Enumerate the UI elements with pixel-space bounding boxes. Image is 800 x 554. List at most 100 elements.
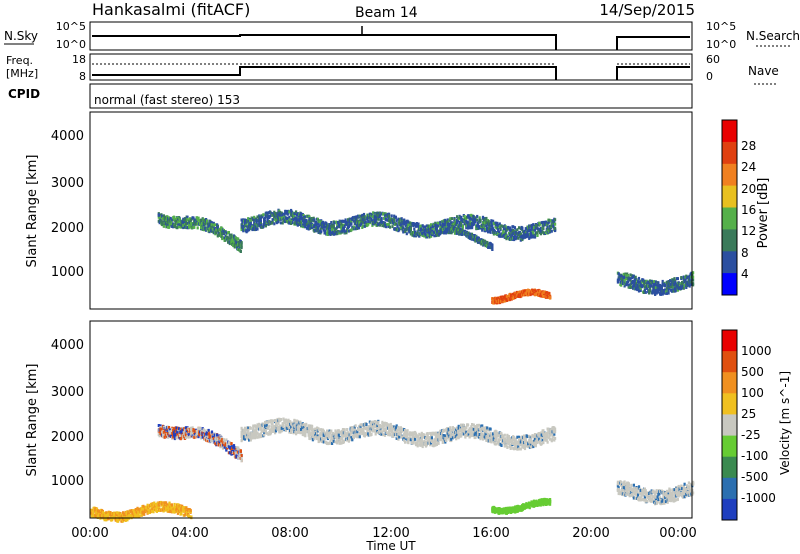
- vel-data-cell-680: [284, 420, 287, 424]
- power-cbar-swatch-1: [722, 141, 737, 165]
- vel-data-cell-358: [222, 438, 225, 442]
- vel-data-cell-991: [341, 434, 345, 438]
- power-data-cell-292: [212, 223, 215, 227]
- power-cbar-swatch-7: [722, 273, 737, 296]
- power-data-cell-3126: [692, 282, 695, 286]
- power-ytick-2000: 2000: [51, 221, 84, 236]
- vel-data-cell-1701: [477, 423, 480, 427]
- power-data-cell-2765: [626, 282, 629, 286]
- power-data-cell-704: [288, 215, 291, 219]
- vel-data-cell-1015: [347, 434, 350, 438]
- power-data-cell-291: [212, 221, 215, 225]
- power-data-cell-994: [340, 222, 343, 225]
- power-data-cell-1146: [368, 216, 371, 220]
- power-data-cell-2841: [639, 289, 642, 292]
- nsky-tick-top: 10^5: [56, 20, 86, 33]
- power-data-cell-283: [210, 223, 214, 227]
- power-data-cell-1499: [436, 221, 439, 225]
- power-data-cell-1715: [475, 226, 478, 230]
- power-data-cell-1970: [522, 234, 525, 237]
- power-data-cell-1250: [388, 214, 391, 218]
- vel-data-cell-469: [243, 435, 246, 439]
- vel-data-cell-751: [296, 425, 299, 429]
- power-data-cell-574: [264, 220, 267, 223]
- vel-data-cell-1397: [420, 437, 423, 441]
- vel-data-cell-700: [288, 427, 291, 431]
- vel-data-cell-579: [263, 429, 266, 433]
- vel-data-cell-888: [322, 440, 325, 444]
- power-data-cell-713: [290, 222, 293, 225]
- vel-data-cell-738: [295, 432, 298, 436]
- vel-data-cell-644: [276, 425, 279, 429]
- power-data-cell-916: [326, 223, 329, 227]
- power-data-cell-1647: [463, 222, 466, 226]
- vel-data-cell-1560: [450, 428, 454, 432]
- power-data-cell-785: [302, 214, 305, 217]
- power-data-cell-1176: [374, 218, 377, 222]
- power-data-cell-3000: [667, 291, 670, 295]
- power-data-cell-2659: [538, 289, 541, 293]
- power-data-cell-455: [241, 220, 244, 224]
- vel-data-cell-89: [173, 437, 176, 441]
- power-data-cell-1796: [489, 230, 492, 234]
- power-data-cell-771: [300, 212, 303, 216]
- velocity-scatter: [90, 417, 695, 523]
- power-data-cell-946: [331, 228, 334, 232]
- power-data-cell-1046: [350, 222, 353, 225]
- power-data-cell-2495: [509, 298, 512, 302]
- vel-data-cell-308: [213, 439, 216, 443]
- power-data-cell-1953: [519, 233, 522, 237]
- freq-unit-label: [MHz]: [6, 67, 38, 80]
- vel-data-cell-1462: [434, 437, 437, 441]
- vel-data-cell-1806: [495, 435, 498, 439]
- power-data-cell-773: [300, 214, 303, 218]
- power-data-cell-2802: [632, 280, 635, 283]
- vel-data-cell-787: [304, 431, 307, 435]
- power-data-cell-1376: [414, 230, 417, 234]
- vel-data-cell-809: [308, 431, 311, 434]
- power-data-cell-685: [284, 220, 287, 224]
- power-data-cell-1782: [487, 230, 490, 234]
- vel-data-cell-1230: [388, 426, 391, 430]
- power-data-cell-920: [326, 229, 329, 233]
- vel-data-cell-1777: [490, 440, 493, 444]
- power-data-cell-447: [240, 218, 243, 222]
- power-data-cell-1546: [444, 222, 447, 226]
- vel-data-cell-1402: [421, 442, 424, 446]
- power-data-cell-1072: [355, 216, 358, 220]
- power-data-cell-1365: [411, 233, 414, 237]
- power-data-cell-166: [189, 217, 192, 221]
- power-data-cell-2083: [544, 220, 547, 224]
- power-data-cell-613: [271, 220, 274, 224]
- power-data-cell-731: [293, 214, 296, 218]
- power-data-cell-1875: [503, 226, 506, 230]
- power-data-cell-2868: [643, 285, 646, 289]
- vel-data-cell-1666: [471, 427, 474, 430]
- vel-data-cell-1435: [429, 431, 432, 435]
- power-data-cell-1640: [461, 225, 464, 229]
- power-data-cell-784: [302, 218, 305, 222]
- vel-data-cell-1064: [356, 430, 359, 434]
- vel-data-cell-620: [272, 419, 275, 423]
- power-data-cell-1736: [478, 216, 481, 220]
- power-data-cell-568: [262, 213, 265, 217]
- vel-data-cell-85: [172, 431, 176, 435]
- vel-data-cell-1433: [428, 439, 431, 443]
- power-data-cell-2100: [548, 220, 551, 224]
- power-data-cell-2990: [666, 282, 669, 286]
- vel-data-cell-456: [240, 426, 243, 430]
- power-data-cell-1297: [398, 228, 401, 232]
- vel-data-cell-1426: [426, 434, 429, 437]
- power-data-cell-2637: [534, 290, 537, 294]
- vel-data-cell-477: [243, 431, 247, 435]
- power-data-cell-458: [242, 227, 245, 231]
- power-data-cell-252: [205, 219, 209, 223]
- power-data-cell-1493: [435, 227, 438, 231]
- power-data-cell-1516: [439, 220, 442, 224]
- power-data-cell-453: [241, 222, 244, 226]
- vel-data-cell-1076: [358, 431, 361, 435]
- power-data-cell-1073: [355, 224, 358, 228]
- vel-data-cell-1140: [371, 425, 374, 429]
- vel-data-cell-1686: [474, 435, 477, 439]
- power-data-cell-2128: [554, 222, 557, 226]
